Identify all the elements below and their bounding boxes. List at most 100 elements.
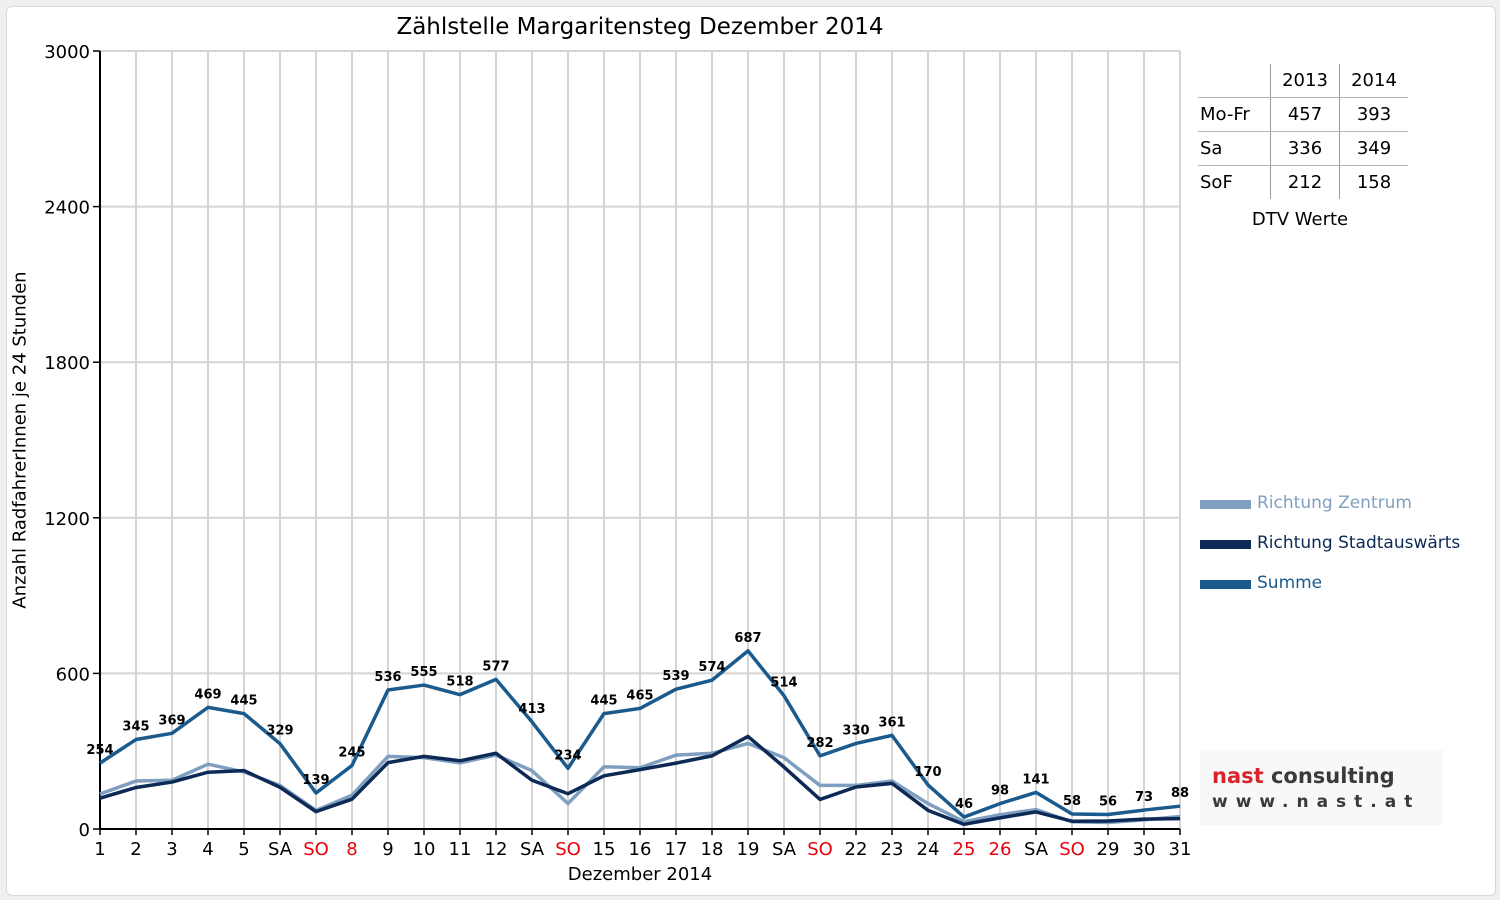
- dtv-value-2014: 158: [1339, 165, 1408, 199]
- x-tick-label: 17: [665, 839, 688, 860]
- series-line-2: [99, 734, 1181, 827]
- x-tick-label: 24: [917, 839, 940, 860]
- x-tick-label: 2: [130, 839, 141, 860]
- data-label: 465: [626, 688, 653, 703]
- x-tick-label: SA: [268, 839, 293, 860]
- chart-title: Zählstelle Margaritensteg Dezember 2014: [396, 14, 884, 40]
- data-label: 514: [770, 676, 797, 691]
- x-tick-label: 1: [94, 839, 105, 860]
- x-tick-label: 30: [1133, 839, 1156, 860]
- x-tick-label: 11: [449, 839, 472, 860]
- x-tick-label: SA: [520, 839, 545, 860]
- data-label: 539: [662, 669, 689, 684]
- y-tick-label: 0: [79, 820, 90, 841]
- legend-swatch-summe: [1200, 580, 1251, 589]
- x-tick-label: 8: [346, 839, 357, 860]
- x-tick-label: 15: [593, 839, 616, 860]
- x-tick-label: 23: [881, 839, 904, 860]
- dtv-header-empty: [1198, 64, 1271, 98]
- x-tick-label: 18: [701, 839, 724, 860]
- company-logo: nast consulting www.nast.at: [1200, 750, 1443, 825]
- data-label: 555: [410, 665, 437, 680]
- data-label: 445: [230, 694, 257, 709]
- series-line-3: [99, 649, 1181, 819]
- x-tick-label: 5: [238, 839, 249, 860]
- data-label: 73: [1135, 790, 1153, 805]
- legend-label-zentrum: Richtung Zentrum: [1257, 493, 1412, 513]
- x-tick-label: SO: [303, 839, 329, 860]
- dtv-row-label: Mo-Fr: [1198, 97, 1271, 132]
- logo-part-consulting: consulting: [1270, 764, 1395, 788]
- data-label: 282: [806, 736, 833, 751]
- data-label: 254: [86, 743, 113, 758]
- dtv-value-2013: 336: [1270, 131, 1340, 166]
- x-tick-label: 29: [1097, 839, 1120, 860]
- data-label: 536: [374, 670, 401, 685]
- x-tick-label: 25: [953, 839, 976, 860]
- data-label: 139: [302, 773, 329, 788]
- dtv-row: Sa 336 349: [1198, 131, 1408, 166]
- x-tick-label: SO: [555, 839, 581, 860]
- y-tick-label: 3000: [44, 42, 90, 63]
- data-label: 98: [991, 784, 1009, 799]
- x-tick-label: 16: [629, 839, 652, 860]
- y-tick-label: 1800: [44, 353, 90, 374]
- data-label: 574: [698, 660, 725, 675]
- dtv-table: 2013 2014 Mo-Fr 457 393 Sa 336 349 SoF 2…: [1198, 64, 1408, 199]
- x-tick-label: 19: [737, 839, 760, 860]
- legend-label-stadtauswaerts: Richtung Stadtauswärts: [1257, 533, 1461, 553]
- x-tick-label: 12: [485, 839, 508, 860]
- dtv-header-row: 2013 2014: [1198, 64, 1408, 98]
- data-label: 413: [518, 702, 545, 717]
- data-label: 445: [590, 694, 617, 709]
- data-label: 46: [955, 797, 973, 812]
- legend-label-summe: Summe: [1257, 573, 1323, 593]
- dtv-row-label: Sa: [1198, 131, 1271, 166]
- data-label: 330: [842, 723, 869, 738]
- dtv-value-2014: 393: [1339, 97, 1408, 132]
- dtv-row-label: SoF: [1200, 172, 1233, 193]
- legend-swatch-zentrum: [1200, 500, 1251, 509]
- legend-swatch-stadtauswaerts: [1200, 540, 1251, 549]
- data-label: 170: [914, 765, 941, 780]
- dtv-value-2014: 349: [1339, 131, 1408, 166]
- x-tick-label: SO: [807, 839, 833, 860]
- dtv-header-2014: 2014: [1339, 64, 1408, 98]
- dtv-caption: DTV Werte: [1251, 209, 1349, 230]
- dtv-header-2013: 2013: [1270, 64, 1340, 98]
- data-label: 518: [446, 675, 473, 690]
- dtv-value-2013: 457: [1270, 97, 1340, 132]
- data-label: 234: [554, 748, 581, 763]
- dtv-row: SoF 212 158: [1198, 165, 1408, 199]
- dtv-row: Mo-Fr 457 393: [1198, 97, 1408, 132]
- x-axis-label: Dezember 2014: [567, 864, 713, 885]
- x-tick-label: SO: [1059, 839, 1085, 860]
- dtv-value-2013: 212: [1270, 165, 1340, 199]
- logo-wordmark: nast consulting: [1212, 764, 1395, 788]
- data-label: 469: [194, 687, 221, 702]
- y-tick-label: 2400: [44, 198, 90, 219]
- data-label: 369: [158, 713, 185, 728]
- data-label: 56: [1099, 794, 1117, 809]
- y-tick-label: 600: [56, 664, 90, 685]
- x-tick-label: 3: [166, 839, 177, 860]
- y-tick-label: 1200: [44, 509, 90, 530]
- logo-part-nast: nast: [1212, 764, 1264, 788]
- x-tick-label: SA: [772, 839, 797, 860]
- data-label: 361: [878, 715, 905, 730]
- data-label: 577: [482, 659, 509, 674]
- logo-url: www.nast.at: [1212, 792, 1421, 812]
- data-label: 687: [734, 631, 761, 646]
- x-tick-label: 10: [413, 839, 436, 860]
- data-label: 141: [1022, 772, 1049, 787]
- data-label: 345: [122, 720, 149, 735]
- data-label: 329: [266, 724, 293, 739]
- data-label: 88: [1171, 786, 1189, 801]
- x-tick-label: 22: [845, 839, 868, 860]
- data-label: 245: [338, 745, 365, 760]
- x-tick-label: 31: [1169, 839, 1192, 860]
- x-tick-label: 9: [382, 839, 393, 860]
- data-label: 58: [1063, 794, 1081, 809]
- x-tick-label: 26: [989, 839, 1012, 860]
